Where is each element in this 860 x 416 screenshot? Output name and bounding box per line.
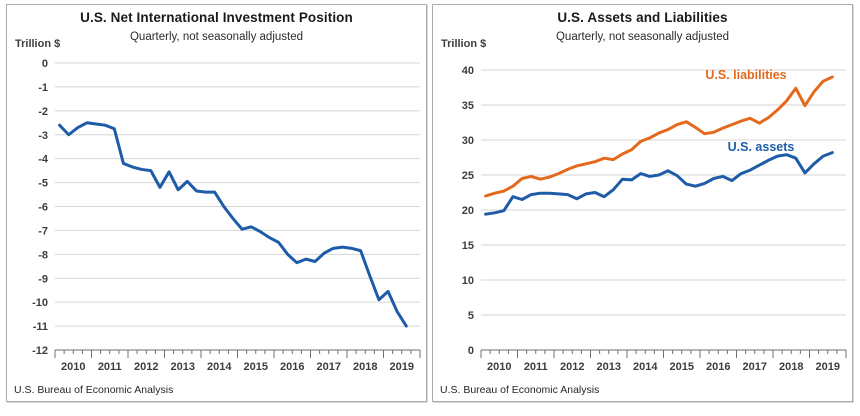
chart-panel-assets-liabilities: U.S. Assets and Liabilities Quarterly, n… — [432, 4, 853, 402]
y-tick-label: 15 — [462, 240, 474, 252]
x-year-label: 2014 — [207, 361, 232, 373]
x-year-label: 2013 — [171, 361, 195, 373]
y-tick-label: 20 — [462, 205, 474, 217]
niip-line-plot: 0 -1 -2 -3 -4 -5 -6 -7 -8 -9 -10 -11 -12 2010 2011 2012… — [32, 58, 421, 373]
x-year-label: 2010 — [61, 361, 85, 373]
y-tick-label: 0 — [42, 58, 48, 70]
x-year-label: 2011 — [98, 361, 122, 373]
y-tick-label: 5 — [468, 310, 474, 322]
series-line-u-s-assets — [484, 151, 834, 216]
series-line-u-s-net-international-investment-position — [58, 121, 408, 328]
x-year-label: 2018 — [353, 361, 377, 373]
y-tick-label: -9 — [38, 273, 48, 285]
y-tick-label: -6 — [38, 202, 48, 214]
y-tick-label: -10 — [32, 297, 48, 309]
x-year-label: 2019 — [816, 361, 840, 373]
x-year-label: 2012 — [560, 361, 584, 373]
series-line-u-s-liabilities — [484, 75, 834, 198]
y-tick-label: 10 — [462, 275, 474, 287]
chart-subtitle-niip: Quarterly, not seasonally adjusted — [129, 31, 304, 43]
y-axis-unit-label: Trillion $ — [441, 38, 487, 50]
x-year-label: 2017 — [317, 361, 341, 373]
x-year-label: 2016 — [706, 361, 730, 373]
y-tick-label: -11 — [33, 321, 48, 333]
series-label-u-s-assets: U.S. assets — [728, 140, 795, 154]
y-tick-label: -1 — [38, 82, 48, 94]
y-tick-label: -12 — [32, 345, 48, 357]
x-year-label: 2011 — [524, 361, 548, 373]
chart-title-niip: U.S. Net International Investment Positi… — [80, 10, 353, 25]
y-tick-label: -2 — [38, 106, 48, 118]
chart-panel-niip: U.S. Net International Investment Positi… — [6, 4, 427, 402]
x-year-label: 2010 — [487, 361, 511, 373]
y-tick-label: -4 — [38, 154, 49, 166]
y-tick-label: 40 — [462, 65, 474, 77]
y-tick-label: 25 — [462, 170, 474, 182]
x-year-label: 2019 — [390, 361, 414, 373]
y-tick-label: 35 — [462, 100, 474, 112]
y-tick-label: -5 — [38, 178, 48, 190]
source-label: U.S. Bureau of Economic Analysis — [14, 384, 174, 396]
x-year-label: 2018 — [779, 361, 803, 373]
x-year-label: 2015 — [244, 361, 268, 373]
y-tick-label: -3 — [38, 130, 48, 142]
series-label-u-s-liabilities: U.S. liabilities — [705, 68, 786, 82]
x-year-label: 2017 — [743, 361, 767, 373]
y-tick-label: 0 — [468, 345, 474, 357]
x-year-label: 2015 — [670, 361, 694, 373]
x-year-label: 2016 — [280, 361, 304, 373]
x-year-label: 2013 — [597, 361, 621, 373]
x-year-label: 2012 — [134, 361, 158, 373]
y-tick-label: -7 — [38, 225, 48, 237]
chart-title-assets-liabilities: U.S. Assets and Liabilities — [557, 10, 728, 25]
y-tick-label: -8 — [38, 249, 48, 261]
source-label: U.S. Bureau of Economic Analysis — [440, 384, 600, 396]
y-axis-unit-label: Trillion $ — [15, 38, 61, 50]
x-year-label: 2014 — [633, 361, 658, 373]
chart-subtitle-assets-liabilities: Quarterly, not seasonally adjusted — [555, 31, 730, 43]
y-tick-label: 30 — [462, 135, 474, 147]
